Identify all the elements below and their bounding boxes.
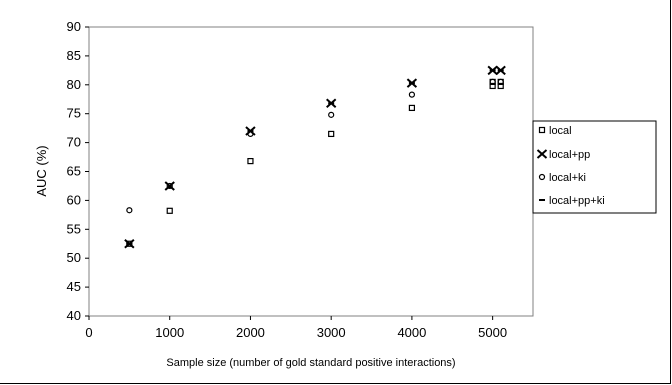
y-tick-label: 65 [67, 164, 81, 179]
legend-item: local+pp+ki [539, 195, 605, 207]
y-axis-title: AUC (%) [34, 145, 49, 196]
legend-box [532, 120, 657, 214]
legend-marker [538, 126, 546, 134]
data-point [408, 91, 416, 98]
y-tick-label: 75 [67, 106, 81, 121]
x-tick-label: 1000 [155, 325, 184, 340]
data-point [489, 82, 496, 90]
legend-marker [536, 149, 548, 159]
data-point [126, 207, 133, 214]
data-point [489, 78, 496, 86]
data-point [328, 130, 335, 138]
data-point [497, 78, 504, 86]
legend-label: local+pp [549, 149, 590, 161]
legend-label: local [549, 125, 572, 137]
y-axis: 40 45 50 55 60 65 70 75 80 85 90 [67, 19, 89, 323]
series-local-ki [126, 78, 504, 214]
x-tick-label: 3000 [317, 325, 346, 340]
y-tick-label: 90 [67, 19, 81, 34]
x-tick-label: 2000 [236, 325, 265, 340]
y-tick-label: 55 [67, 221, 81, 236]
y-tick-label: 70 [67, 135, 81, 150]
data-point [166, 207, 173, 214]
y-tick-label: 60 [67, 192, 81, 207]
data-marks [124, 65, 506, 249]
legend-item: local [538, 125, 572, 137]
y-tick-label: 80 [67, 77, 81, 92]
x-tick-label: 5000 [478, 325, 507, 340]
legend-item: local+pp [536, 149, 590, 161]
plot-area [88, 26, 534, 317]
legend-label: local+pp+ki [549, 195, 605, 207]
x-axis-title: Sample size (number of gold standard pos… [166, 357, 455, 369]
data-point [247, 157, 254, 165]
data-point [497, 82, 504, 90]
legend-item: local+ki [538, 172, 586, 184]
legend-marker [538, 173, 546, 181]
y-tick-label: 50 [67, 250, 81, 265]
series-local-pp-ki [126, 69, 504, 245]
y-tick-label: 45 [67, 279, 81, 294]
data-point [328, 111, 335, 118]
x-tick-label: 4000 [397, 325, 426, 340]
data-point [408, 104, 416, 112]
x-axis: 0 1000 2000 3000 4000 5000 [85, 316, 507, 340]
x-stroke [536, 149, 548, 159]
y-tick-label: 40 [67, 308, 81, 323]
x-tick-label: 0 [85, 325, 92, 340]
legend-label: local+ki [549, 172, 586, 184]
y-tick-label: 85 [67, 48, 81, 63]
legend: local local+pp local+ki local+pp+ki [532, 120, 657, 214]
